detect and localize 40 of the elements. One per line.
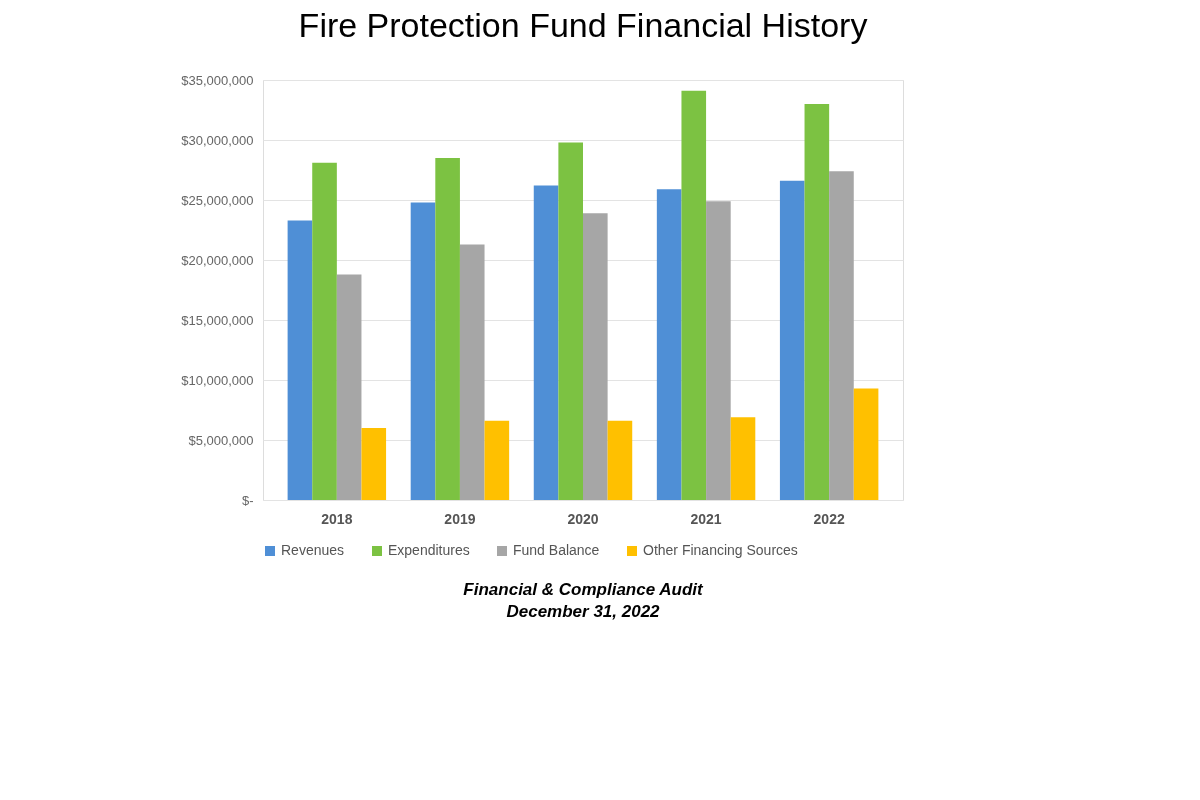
text: Financial & Compliance Audit — [463, 580, 704, 599]
bar — [607, 420, 633, 500]
bar — [853, 388, 879, 500]
bar — [706, 201, 731, 500]
x-tick-label: 2019 — [444, 510, 476, 527]
bar — [459, 244, 485, 500]
bar — [484, 420, 510, 500]
y-tick-label: $5,000,000 — [188, 432, 254, 448]
y-tick-label: $10,000,000 — [181, 372, 254, 388]
bar — [312, 162, 337, 500]
legend-label: Revenues — [281, 542, 345, 558]
y-tick-label: $20,000,000 — [181, 252, 254, 268]
bar — [435, 158, 460, 500]
legend-label: Fund Balance — [513, 542, 600, 558]
y-tick-label: $35,000,000 — [181, 72, 254, 88]
text: December 31, 2022 — [506, 602, 661, 621]
bar — [558, 142, 583, 500]
bar — [336, 274, 362, 500]
bar — [779, 180, 805, 500]
y-tick-label: $- — [241, 492, 254, 508]
bar — [361, 428, 387, 500]
bar — [656, 189, 682, 500]
legend-label: Expenditures — [388, 542, 470, 558]
chart-title: Fire Protection Fund Financial History — [298, 6, 868, 44]
bar — [287, 220, 313, 500]
bar — [533, 185, 559, 500]
bar — [730, 417, 756, 500]
x-tick-label: 2020 — [567, 510, 599, 527]
y-tick-label: $25,000,000 — [181, 192, 254, 208]
x-tick-label: 2022 — [813, 510, 845, 527]
x-tick-label: 2018 — [321, 510, 353, 527]
bar — [583, 213, 608, 500]
legend-label: Other Financing Sources — [643, 542, 798, 558]
y-tick-label: $15,000,000 — [181, 312, 254, 328]
bar — [829, 171, 854, 500]
bar — [681, 90, 707, 500]
bar — [410, 202, 436, 500]
bar — [804, 104, 830, 500]
y-tick-label: $30,000,000 — [181, 132, 254, 148]
x-tick-label: 2021 — [690, 510, 722, 527]
